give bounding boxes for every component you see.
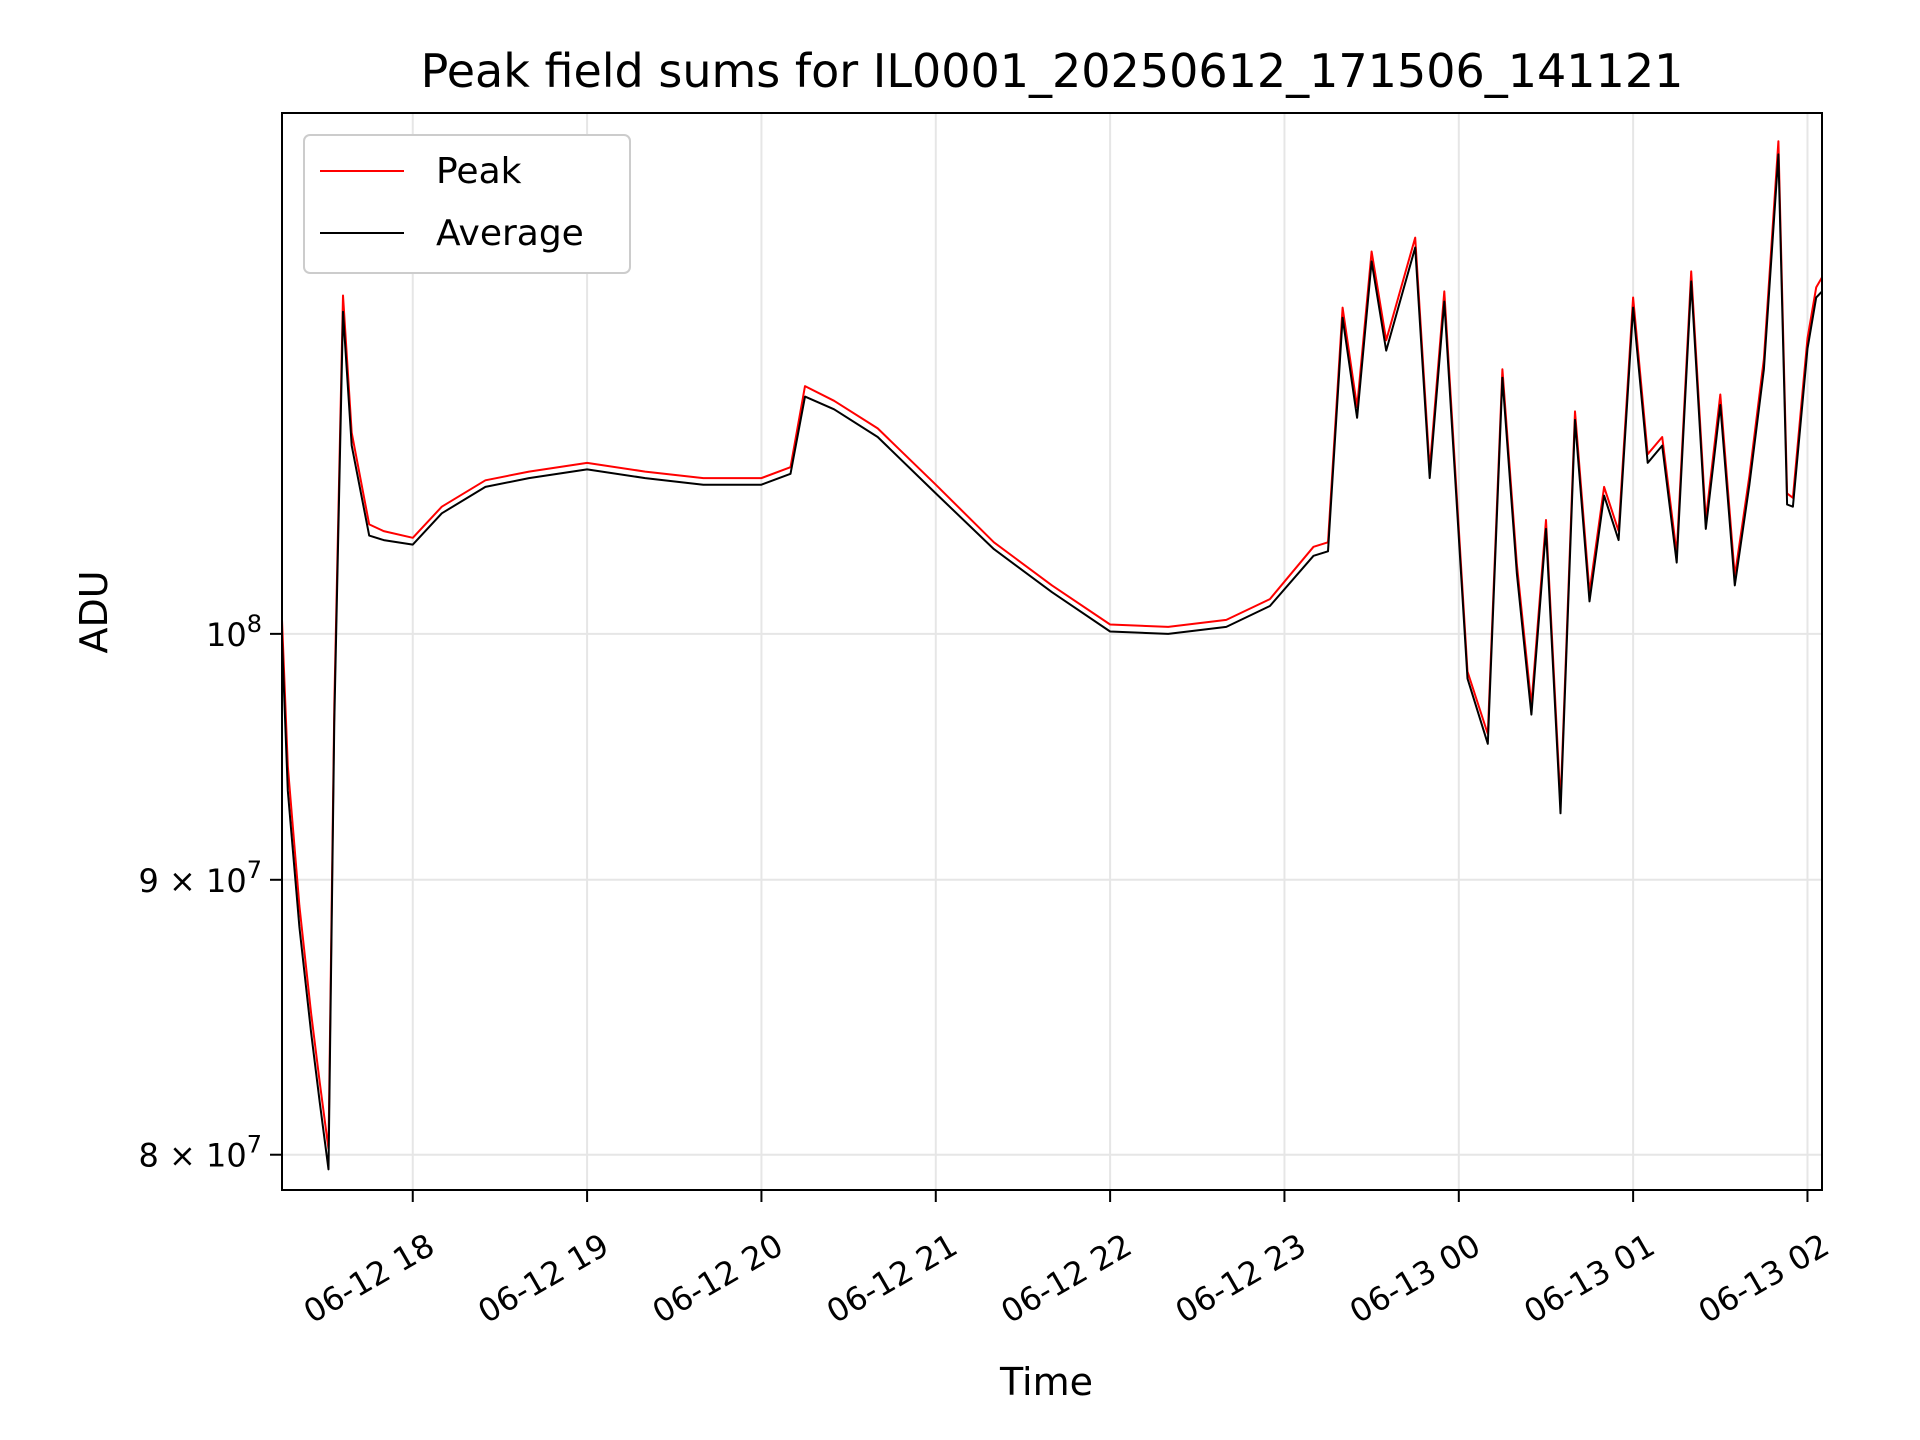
series-line-average xyxy=(281,153,1823,1171)
x-tick-label: 06-12 20 xyxy=(646,1226,790,1331)
y-tick-label: 9 × 107 xyxy=(138,856,262,900)
y-tick-label: 8 × 107 xyxy=(138,1131,262,1175)
y-tick-label: 108 xyxy=(206,610,262,654)
axes-frame xyxy=(281,112,1823,1191)
x-tick-label: 06-12 18 xyxy=(297,1226,441,1331)
plot-area xyxy=(282,113,1822,1190)
legend-box xyxy=(303,134,631,274)
x-tick-label: 06-13 02 xyxy=(1692,1226,1836,1331)
x-tick-label: 06-13 00 xyxy=(1343,1226,1487,1331)
x-tick-label: 06-12 21 xyxy=(820,1226,964,1331)
x-tick-label: 06-12 19 xyxy=(471,1226,615,1331)
x-axis-label: Time xyxy=(1000,1360,1093,1404)
x-tick-label: 06-13 01 xyxy=(1518,1226,1662,1331)
legend-label-peak: Peak xyxy=(436,151,522,192)
x-tick-label: 06-12 22 xyxy=(995,1226,1139,1331)
chart-title: Peak field sums for IL0001_20250612_1715… xyxy=(420,44,1684,98)
x-tick-label: 06-12 23 xyxy=(1169,1226,1313,1331)
legend-label-average: Average xyxy=(436,213,584,254)
